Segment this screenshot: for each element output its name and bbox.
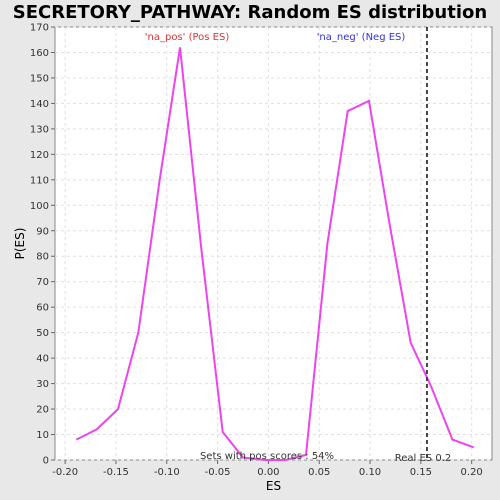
- y-axis-label: P(ES): [13, 228, 27, 260]
- y-tick-label: 20: [36, 405, 49, 416]
- y-tick-label: 110: [30, 175, 49, 186]
- y-tick-label: 60: [36, 303, 49, 314]
- y-tick-label: 140: [30, 99, 49, 110]
- pos-es-label: 'na_pos' (Pos ES): [145, 32, 230, 43]
- y-axis-ticks: 0 10 20 30 40 50 60 70 80 90 100 110 120 130 140 150 160…: [30, 23, 55, 467]
- plot-area: [54, 26, 493, 461]
- x-axis-ticks: -0.20 -0.15 -0.10 -0.05 0.00 0.05 0.10 0.15 0.20: [52, 460, 483, 478]
- chart-title: SECRETORY_PATHWAY: Random ES distributio…: [13, 2, 487, 23]
- y-tick-label: 150: [30, 73, 49, 84]
- y-tick-label: 130: [30, 124, 49, 135]
- x-tick-label: 0.00: [257, 467, 279, 478]
- y-tick-label: 30: [36, 379, 49, 390]
- y-tick-label: 80: [36, 252, 49, 263]
- y-tick-label: 50: [36, 328, 49, 339]
- pos-scores-label: Sets with pos scores : 54%: [200, 451, 334, 462]
- grid: [55, 26, 492, 461]
- y-tick-label: 100: [30, 201, 49, 212]
- series-line: [75, 47, 475, 461]
- y-tick-label: 0: [43, 456, 49, 467]
- neg-es-label: 'na_neg' (Neg ES): [317, 32, 406, 43]
- x-tick-label: -0.10: [154, 467, 180, 478]
- y-tick-label: 70: [36, 277, 49, 288]
- x-tick-label: 0.20: [461, 467, 483, 478]
- x-tick-label: 0.05: [308, 467, 330, 478]
- x-tick-label: -0.05: [205, 467, 231, 478]
- y-tick-label: 90: [36, 226, 49, 237]
- x-tick-label: -0.20: [52, 467, 78, 478]
- x-tick-label: 0.10: [359, 467, 381, 478]
- y-tick-label: 160: [30, 48, 49, 59]
- x-tick-label: -0.15: [103, 467, 129, 478]
- real-es-label: Real ES 0.2: [395, 453, 451, 464]
- y-tick-label: 170: [30, 23, 49, 34]
- y-tick-label: 10: [36, 430, 49, 441]
- y-tick-label: 120: [30, 150, 49, 161]
- y-tick-label: 40: [36, 354, 49, 365]
- x-axis-label: ES: [266, 479, 281, 493]
- x-tick-label: 0.15: [410, 467, 432, 478]
